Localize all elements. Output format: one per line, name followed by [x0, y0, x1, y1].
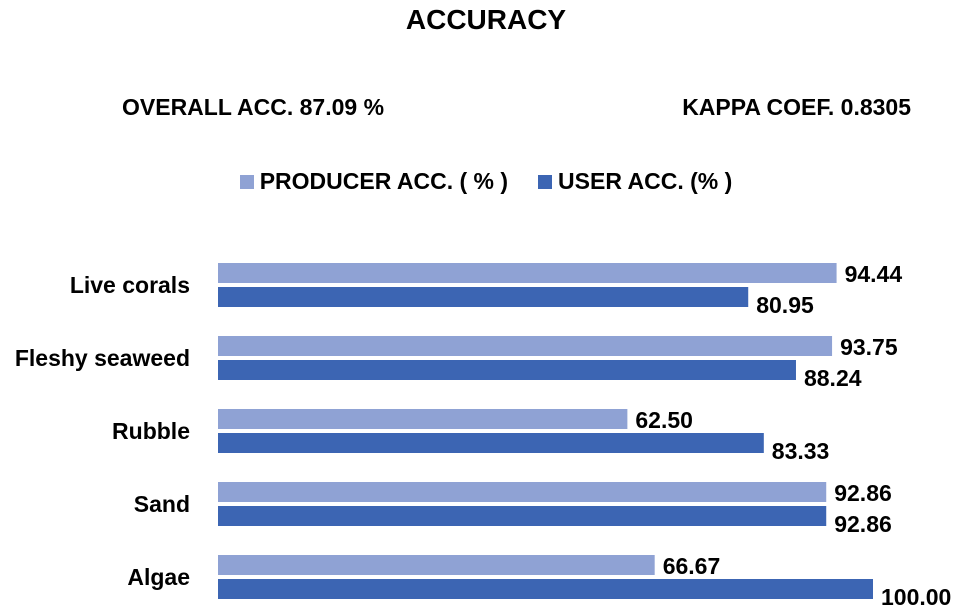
category-label-algae: Algae	[127, 564, 190, 590]
kappa-coefficient-label: KAPPA COEF. 0.8305	[682, 94, 911, 120]
value-label-producer-fleshy-seaweed: 93.75	[840, 334, 898, 360]
legend-item-producer: PRODUCER ACC. ( % )	[239, 168, 509, 195]
category-label-live-corals: Live corals	[70, 272, 190, 298]
overall-accuracy-label: OVERALL ACC. 87.09 %	[122, 94, 385, 120]
value-label-producer-live-corals: 94.44	[845, 261, 903, 287]
value-label-user-fleshy-seaweed: 88.24	[804, 365, 862, 391]
bar-producer-fleshy-seaweed	[218, 336, 833, 356]
bar-producer-rubble	[218, 409, 628, 429]
bar-producer-algae	[218, 555, 655, 575]
bar-user-rubble	[218, 433, 764, 453]
legend-label-user: USER ACC. (% )	[558, 168, 733, 194]
legend-swatch-producer	[239, 174, 254, 189]
value-label-user-sand: 92.86	[834, 511, 892, 537]
bar-user-algae	[218, 579, 873, 599]
value-label-producer-algae: 66.67	[663, 553, 721, 579]
value-label-user-live-corals: 80.95	[756, 292, 814, 318]
chart-title: ACCURACY	[405, 4, 567, 35]
bar-producer-live-corals	[218, 263, 837, 283]
legend: PRODUCER ACC. ( % ) USER ACC. (% )	[0, 168, 972, 195]
value-label-producer-sand: 92.86	[834, 480, 892, 506]
legend-label-producer: PRODUCER ACC. ( % )	[259, 168, 509, 194]
category-label-fleshy-seaweed: Fleshy seaweed	[15, 345, 190, 371]
bar-user-sand	[218, 506, 827, 526]
legend-swatch-user	[538, 174, 553, 189]
category-label-sand: Sand	[134, 491, 190, 517]
bar-user-fleshy-seaweed	[218, 360, 796, 380]
bar-producer-sand	[218, 482, 827, 502]
value-label-user-rubble: 83.33	[772, 438, 830, 464]
value-label-producer-rubble: 62.50	[635, 407, 693, 433]
category-label-rubble: Rubble	[112, 418, 190, 444]
bar-user-live-corals	[218, 287, 749, 307]
legend-item-user: USER ACC. (% )	[538, 168, 732, 195]
value-label-user-algae: 100.00	[881, 584, 951, 606]
